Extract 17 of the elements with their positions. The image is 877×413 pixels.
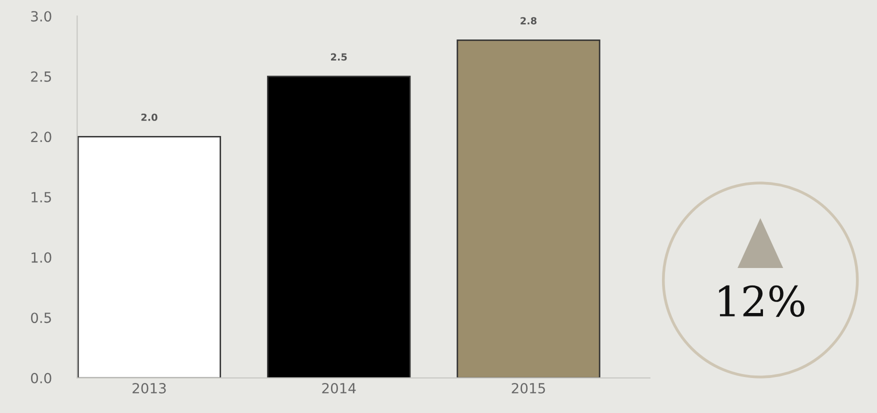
y-tick-label: 1.0: [32, 252, 52, 263]
x-tick-label: 2014: [322, 383, 356, 394]
x-tick-label: 2013: [132, 383, 166, 394]
y-tick-label: 2.5: [31, 71, 51, 82]
x-tick-label: 2015: [512, 383, 545, 394]
bar: [456, 40, 600, 378]
bar: [267, 76, 411, 378]
data-label: 2.0: [141, 114, 158, 121]
y-tick-label: 0.0: [31, 372, 52, 384]
data-label: 2.8: [520, 17, 537, 24]
bar: [77, 136, 222, 378]
y-tick-label: 3.0: [31, 11, 52, 22]
y-tick-label: 0.5: [31, 312, 51, 324]
text: 12%: [719, 285, 804, 317]
y-tick-label: 2.0: [31, 132, 52, 142]
data-label: 2.5: [331, 53, 347, 61]
y-tick-label: 1.5: [32, 192, 51, 202]
